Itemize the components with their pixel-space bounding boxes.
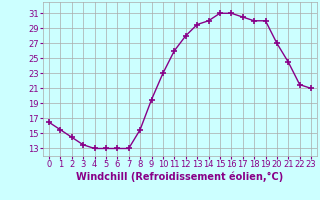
X-axis label: Windchill (Refroidissement éolien,°C): Windchill (Refroidissement éolien,°C)	[76, 172, 284, 182]
